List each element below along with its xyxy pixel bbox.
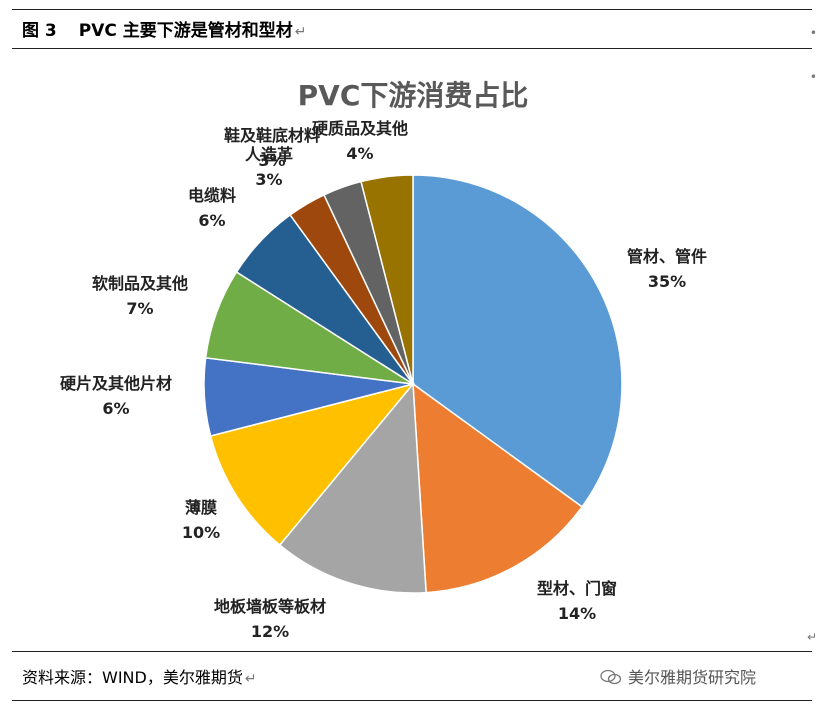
figure-caption: 图 3 PVC 主要下游是管材和型材 ↵ bbox=[22, 16, 307, 41]
wechat-icon bbox=[600, 669, 622, 685]
footer-rule bbox=[12, 651, 812, 652]
slice-value-label: 7% bbox=[126, 299, 153, 318]
brand-watermark: 美尔雅期货研究院 bbox=[600, 664, 756, 688]
slice-value-label: 3% bbox=[258, 151, 285, 170]
slice-label: 鞋及鞋底材料 bbox=[224, 126, 320, 145]
slice-value-label: 3% bbox=[255, 170, 282, 189]
slice-label: 电缆料 bbox=[188, 186, 236, 205]
slice-label: 硬质品及其他 bbox=[312, 119, 408, 138]
figure-title: PVC 主要下游是管材和型材 bbox=[78, 21, 293, 41]
brand-text: 美尔雅期货研究院 bbox=[628, 668, 757, 687]
pie-slice bbox=[412, 382, 584, 594]
slice-label: 软制品及其他 bbox=[92, 274, 188, 293]
slice-value-label: 6% bbox=[198, 211, 225, 230]
chart-title: PVC下游消费占比 bbox=[298, 79, 529, 112]
slice-label: 管材、管件 bbox=[627, 247, 707, 266]
slice-label: 硬片及其他片材 bbox=[60, 374, 172, 393]
top-rule bbox=[12, 9, 812, 10]
slice-value-label: 12% bbox=[251, 622, 289, 641]
return-mark-icon: ↵ bbox=[244, 671, 257, 687]
caption-rule bbox=[12, 48, 812, 49]
pie-slice bbox=[278, 382, 427, 594]
slice-label: 地板墙板等板材 bbox=[214, 597, 326, 616]
return-mark-icon: ↵ bbox=[806, 630, 817, 644]
slice-value-label: 14% bbox=[558, 604, 596, 623]
slice-value-label: 4% bbox=[346, 144, 373, 163]
margin-mark-1: • bbox=[809, 26, 817, 40]
slice-labels: 管材、管件 35% 型材、门窗 14% 地板墙板等板材 12% 薄膜 10% 硬片及其他片材 6%… bbox=[60, 119, 707, 641]
pie-slices bbox=[203, 174, 623, 594]
source-note: 资料来源：WIND，美尔雅期货 ↵ bbox=[22, 664, 257, 688]
slice-label: 型材、门窗 bbox=[537, 579, 617, 598]
return-mark-icon: ↵ bbox=[294, 24, 307, 40]
source-text: 资料来源：WIND，美尔雅期货 bbox=[22, 668, 243, 687]
slice-label: 人造革 bbox=[245, 145, 293, 164]
pie-slice bbox=[412, 174, 623, 508]
slice-value-label: 10% bbox=[182, 523, 220, 542]
pie-slice bbox=[209, 382, 416, 547]
slice-value-label: 6% bbox=[102, 399, 129, 418]
bottom-rule bbox=[12, 700, 812, 701]
figure-number: 图 3 bbox=[22, 21, 57, 41]
slice-label: 薄膜 bbox=[185, 498, 217, 517]
margin-mark-2: • bbox=[809, 70, 817, 84]
slice-value-label: 35% bbox=[648, 272, 686, 291]
pie-slice bbox=[360, 174, 414, 385]
